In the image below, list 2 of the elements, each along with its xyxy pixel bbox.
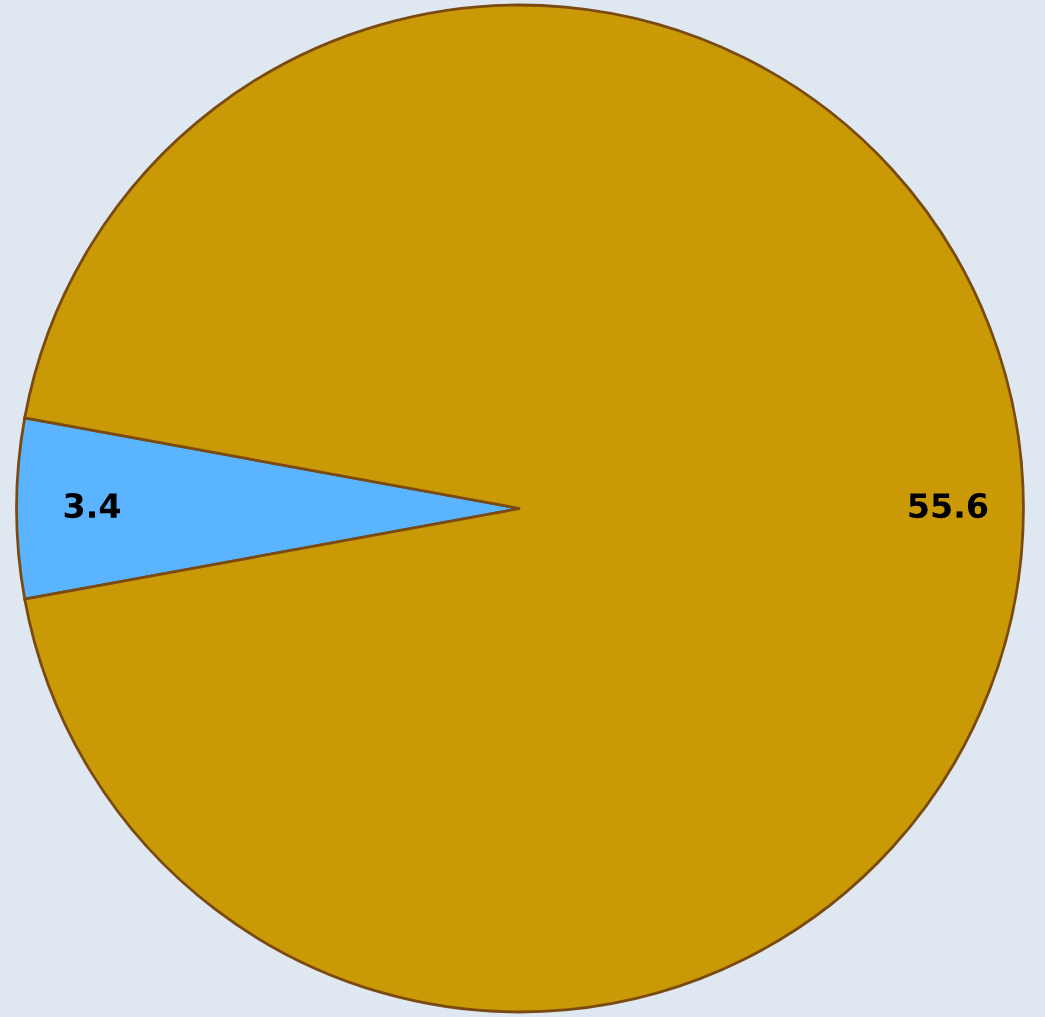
data-label: 55.6 [909, 492, 988, 519]
data-label: 3.4 [64, 492, 121, 519]
